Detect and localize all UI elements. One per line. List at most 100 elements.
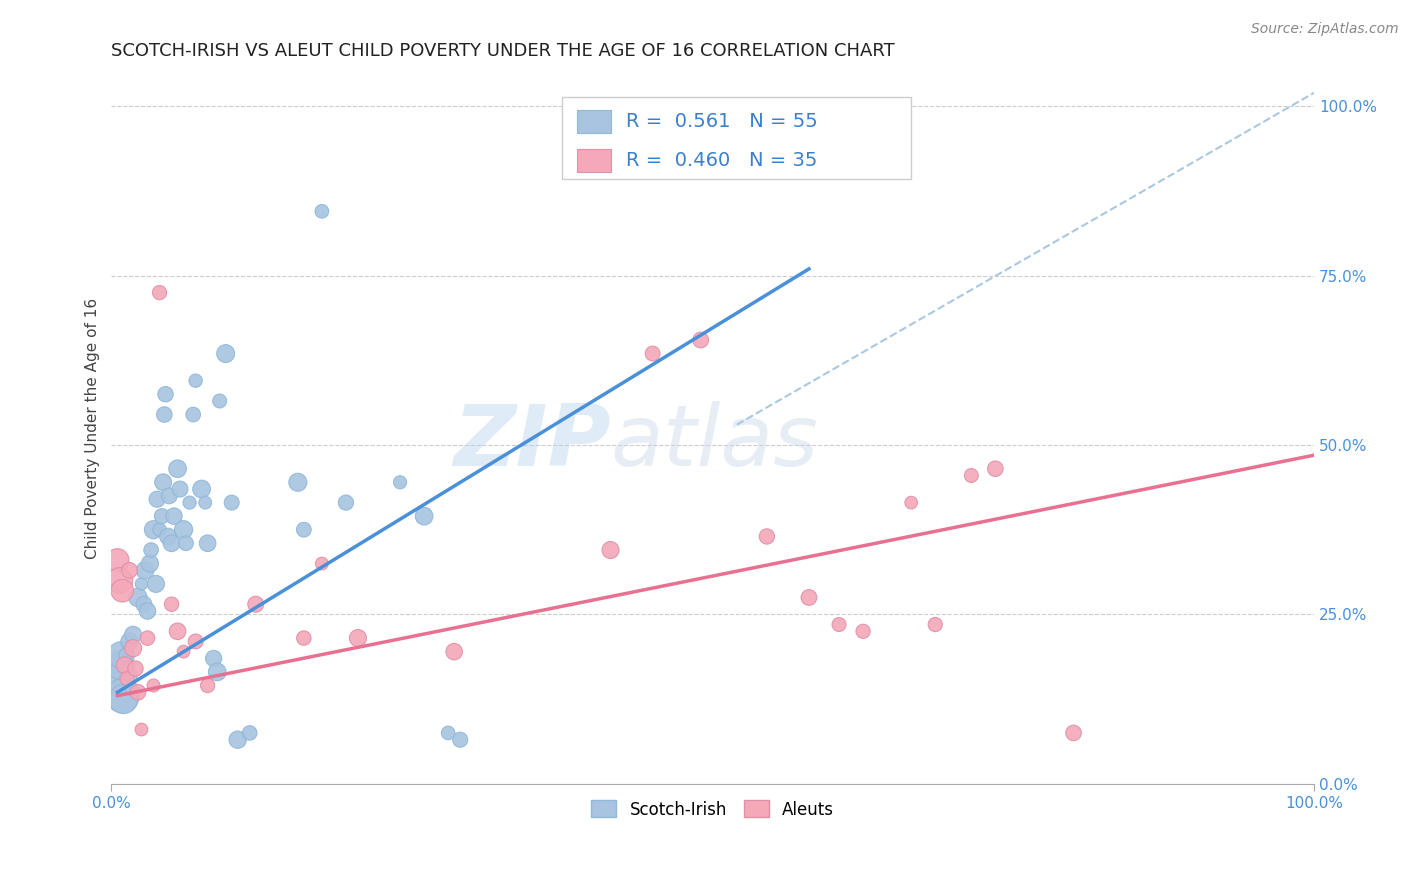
Text: atlas: atlas	[610, 401, 818, 483]
Text: R =  0.460   N = 35: R = 0.460 N = 35	[626, 151, 817, 170]
Point	[641, 346, 664, 360]
Point	[131, 577, 153, 591]
Point	[163, 509, 186, 524]
Point	[173, 645, 195, 659]
Point	[150, 509, 173, 524]
Point	[755, 529, 778, 543]
Point	[208, 394, 231, 409]
Point	[292, 523, 315, 537]
Point	[108, 574, 131, 588]
Point	[287, 475, 309, 490]
Point	[797, 591, 820, 605]
Point	[311, 557, 333, 571]
Point	[166, 624, 188, 639]
Point	[115, 672, 138, 686]
Point	[190, 482, 212, 496]
Point	[221, 495, 243, 509]
Point	[152, 475, 174, 490]
Point	[131, 723, 153, 737]
Point	[142, 523, 165, 537]
Point	[148, 523, 170, 537]
Point	[111, 689, 134, 703]
Point	[160, 536, 183, 550]
Point	[112, 692, 135, 706]
Point	[122, 628, 145, 642]
Point	[110, 648, 132, 662]
Point	[347, 631, 370, 645]
Point	[984, 461, 1007, 475]
Point	[413, 509, 436, 524]
Point	[111, 583, 134, 598]
Point	[443, 645, 465, 659]
Point	[114, 658, 136, 673]
Point	[245, 597, 267, 611]
Point	[852, 624, 875, 639]
Point	[202, 651, 225, 665]
Point	[146, 492, 169, 507]
Point	[181, 408, 204, 422]
FancyBboxPatch shape	[576, 149, 612, 172]
Point	[184, 634, 207, 648]
Point	[142, 679, 165, 693]
Point	[148, 285, 170, 300]
FancyBboxPatch shape	[576, 110, 612, 133]
Point	[924, 617, 946, 632]
Point	[115, 648, 138, 662]
Point	[1063, 726, 1085, 740]
Point	[120, 668, 142, 682]
Point	[184, 374, 207, 388]
Point	[226, 732, 249, 747]
Point	[292, 631, 315, 645]
Point	[389, 475, 412, 490]
Point	[160, 597, 183, 611]
Point	[156, 529, 179, 543]
Point	[174, 536, 197, 550]
Point	[900, 495, 922, 509]
Legend: Scotch-Irish, Aleuts: Scotch-Irish, Aleuts	[585, 794, 841, 825]
Point	[155, 387, 177, 401]
Point	[828, 617, 851, 632]
Point	[139, 557, 162, 571]
Point	[449, 732, 471, 747]
Y-axis label: Child Poverty Under the Age of 16: Child Poverty Under the Age of 16	[86, 298, 100, 558]
Point	[118, 634, 141, 648]
Point	[153, 408, 176, 422]
Point	[335, 495, 357, 509]
Text: R =  0.561   N = 55: R = 0.561 N = 55	[626, 112, 818, 131]
Point	[173, 523, 195, 537]
Point	[215, 346, 238, 360]
Point	[108, 658, 131, 673]
Point	[121, 681, 143, 696]
Point	[122, 641, 145, 656]
Point	[134, 563, 156, 577]
Text: Source: ZipAtlas.com: Source: ZipAtlas.com	[1251, 22, 1399, 37]
Point	[179, 495, 201, 509]
Point	[197, 679, 219, 693]
Point	[107, 672, 129, 686]
Point	[311, 204, 333, 219]
Point	[960, 468, 983, 483]
Point	[437, 726, 460, 740]
Point	[107, 553, 129, 567]
Point	[599, 543, 621, 558]
Point	[127, 685, 149, 699]
Point	[166, 461, 188, 475]
Point	[136, 631, 159, 645]
Point	[145, 577, 167, 591]
Point	[136, 604, 159, 618]
Point	[194, 495, 217, 509]
Point	[124, 662, 146, 676]
Text: SCOTCH-IRISH VS ALEUT CHILD POVERTY UNDER THE AGE OF 16 CORRELATION CHART: SCOTCH-IRISH VS ALEUT CHILD POVERTY UNDE…	[111, 42, 896, 60]
Point	[169, 482, 191, 496]
Point	[115, 662, 138, 676]
Point	[157, 489, 180, 503]
FancyBboxPatch shape	[562, 97, 911, 179]
Text: ZIP: ZIP	[453, 401, 610, 483]
Point	[207, 665, 229, 679]
Point	[689, 333, 711, 347]
Point	[127, 591, 149, 605]
Point	[139, 543, 162, 558]
Point	[132, 597, 155, 611]
Point	[118, 563, 141, 577]
Point	[197, 536, 219, 550]
